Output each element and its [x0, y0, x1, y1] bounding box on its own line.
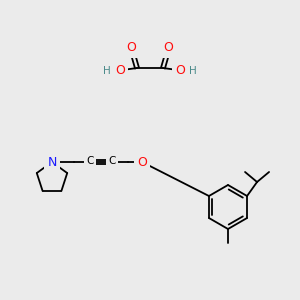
Text: O: O [115, 64, 125, 77]
Text: O: O [127, 41, 136, 54]
Text: N: N [47, 155, 57, 169]
Text: O: O [137, 155, 147, 169]
Text: H: H [189, 66, 197, 76]
Text: C: C [108, 156, 116, 166]
Text: C: C [86, 156, 94, 166]
Text: O: O [175, 64, 185, 77]
Text: O: O [164, 41, 173, 54]
Text: H: H [103, 66, 111, 76]
